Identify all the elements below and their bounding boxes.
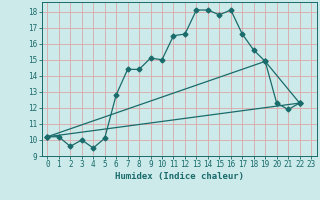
X-axis label: Humidex (Indice chaleur): Humidex (Indice chaleur) [115, 172, 244, 181]
